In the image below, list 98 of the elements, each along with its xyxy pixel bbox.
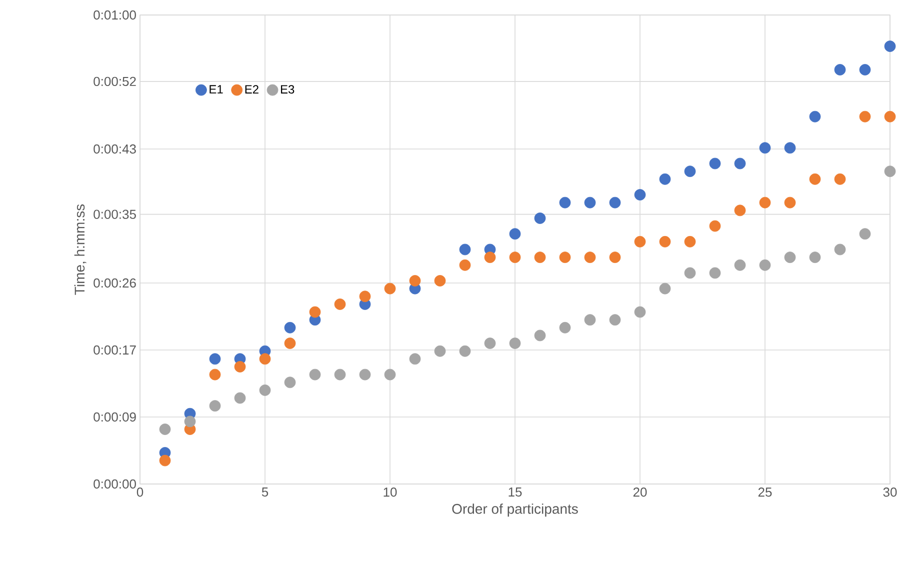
point (784, 252, 796, 264)
point (509, 252, 521, 264)
point (234, 361, 246, 372)
point (584, 314, 596, 326)
point (284, 376, 296, 388)
point (809, 173, 821, 185)
x-tick-label: 30 (883, 488, 897, 497)
point (409, 275, 421, 286)
point (284, 338, 296, 349)
point (884, 110, 896, 122)
point (709, 158, 721, 170)
point (834, 173, 846, 185)
point (559, 322, 571, 334)
y-tick-label: 0:00:09 (94, 412, 136, 422)
point (834, 64, 846, 76)
point (684, 267, 696, 279)
point (859, 110, 871, 122)
point (684, 166, 696, 178)
point (784, 142, 796, 154)
point (884, 166, 896, 178)
legend-label: E1 (210, 85, 223, 94)
y-tick-label: 0:01:00 (94, 10, 136, 20)
point (434, 275, 446, 286)
point (159, 454, 171, 466)
point (484, 252, 496, 264)
y-tick-label: 0:00:35 (94, 210, 136, 219)
point (859, 64, 871, 76)
point (284, 322, 296, 334)
point (884, 40, 896, 52)
point (384, 368, 396, 380)
point (484, 338, 496, 349)
point (309, 368, 321, 380)
legend-label: E2 (245, 85, 258, 94)
point (609, 314, 621, 326)
x-axis-title: Order of participants (452, 504, 578, 517)
point (584, 252, 596, 264)
point (584, 196, 596, 208)
point (259, 384, 271, 396)
y-tick-label: 0:00:00 (94, 479, 136, 489)
point (509, 228, 521, 240)
y-tick-label: 0:00:52 (94, 76, 136, 86)
point (609, 252, 621, 264)
point (359, 290, 371, 302)
legend-label: E3 (280, 85, 294, 94)
point (859, 228, 871, 240)
point (159, 424, 171, 435)
point (534, 252, 546, 264)
point (459, 244, 471, 256)
point (184, 416, 196, 428)
x-tick-label: 15 (508, 488, 522, 497)
y-tick-label: 0:00:43 (94, 144, 136, 154)
point (634, 306, 646, 318)
point (384, 282, 396, 294)
y-tick-label: 0:00:17 (94, 345, 136, 355)
point (209, 400, 221, 412)
point (834, 244, 846, 256)
x-tick-label: 25 (758, 488, 772, 497)
point (559, 252, 571, 264)
point (759, 142, 771, 154)
point (359, 368, 371, 380)
point (259, 353, 271, 365)
point (659, 282, 671, 294)
point (209, 368, 221, 380)
point (784, 196, 796, 208)
point (234, 392, 246, 404)
point (734, 204, 746, 216)
point (309, 306, 321, 318)
x-tick-label: 10 (384, 488, 397, 497)
point (634, 189, 646, 200)
x-tick-label: 0 (136, 488, 144, 497)
point (334, 298, 346, 310)
point (459, 345, 471, 357)
point (634, 236, 646, 248)
point (434, 345, 446, 357)
point (734, 158, 746, 170)
x-tick-label: 20 (633, 488, 647, 497)
y-axis-title: Time, h:mm:ss (74, 204, 86, 295)
point (659, 236, 671, 248)
point (409, 353, 421, 365)
point (609, 196, 621, 208)
point (459, 259, 471, 271)
point (809, 110, 821, 122)
point (709, 267, 721, 279)
point (509, 338, 521, 349)
point (709, 220, 721, 232)
point (759, 196, 771, 208)
x-tick-label: 5 (262, 488, 268, 497)
point (734, 259, 746, 271)
point (209, 353, 221, 365)
point (559, 196, 571, 208)
point (759, 259, 771, 271)
point (684, 236, 696, 248)
point (534, 212, 546, 224)
point (534, 330, 546, 342)
point (334, 368, 346, 380)
y-tick-label: 0:00:26 (94, 278, 136, 288)
point (809, 252, 821, 264)
point (659, 173, 671, 185)
